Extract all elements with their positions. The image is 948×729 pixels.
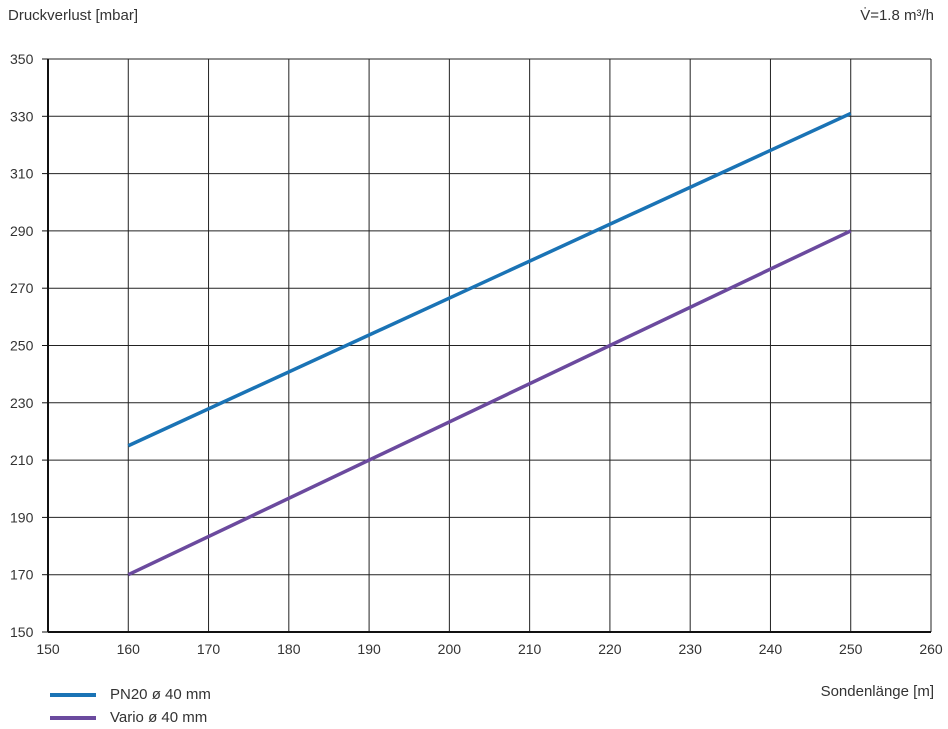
legend-item-vario: Vario ø 40 mm bbox=[50, 706, 211, 729]
series-line-1 bbox=[127, 229, 852, 577]
legend-swatch-pn20 bbox=[50, 692, 96, 697]
legend: PN20 ø 40 mm Vario ø 40 mm bbox=[50, 683, 211, 729]
flow-rate-annotation: V̇=1.8 m³/h bbox=[860, 7, 934, 24]
x-tick-label-200: 200 bbox=[438, 641, 462, 657]
legend-label-vario: Vario ø 40 mm bbox=[110, 709, 208, 726]
y-tick-label-150: 150 bbox=[10, 624, 34, 640]
legend-label-pn20: PN20 ø 40 mm bbox=[110, 686, 211, 703]
y-tick-label-210: 210 bbox=[10, 452, 34, 468]
x-tick-label-160: 160 bbox=[117, 641, 141, 657]
x-tick-label-250: 250 bbox=[839, 641, 863, 657]
series-line-0 bbox=[127, 111, 852, 448]
x-tick-label-150: 150 bbox=[36, 641, 60, 657]
y-tick-label-310: 310 bbox=[10, 166, 34, 182]
x-tick-label-260: 260 bbox=[919, 641, 943, 657]
x-axis-title: Sondenlänge [m] bbox=[820, 683, 934, 700]
y-tick-label-190: 190 bbox=[10, 509, 34, 525]
legend-swatch-vario bbox=[50, 715, 96, 720]
x-tick-label-220: 220 bbox=[598, 641, 622, 657]
x-tick-label-170: 170 bbox=[197, 641, 221, 657]
x-tick-label-230: 230 bbox=[679, 641, 703, 657]
x-tick-label-180: 180 bbox=[277, 641, 301, 657]
x-tick-label-210: 210 bbox=[518, 641, 542, 657]
y-axis-title: Druckverlust [mbar] bbox=[8, 7, 139, 24]
x-tick-label-240: 240 bbox=[759, 641, 783, 657]
y-tick-label-270: 270 bbox=[10, 280, 34, 296]
legend-item-pn20: PN20 ø 40 mm bbox=[50, 683, 211, 706]
y-tick-label-230: 230 bbox=[10, 395, 34, 411]
y-tick-label-290: 290 bbox=[10, 223, 34, 239]
y-tick-label-250: 250 bbox=[10, 338, 34, 354]
y-tick-label-170: 170 bbox=[10, 567, 34, 583]
y-tick-label-330: 330 bbox=[10, 108, 34, 124]
x-tick-label-190: 190 bbox=[357, 641, 381, 657]
y-tick-label-350: 350 bbox=[10, 51, 34, 67]
